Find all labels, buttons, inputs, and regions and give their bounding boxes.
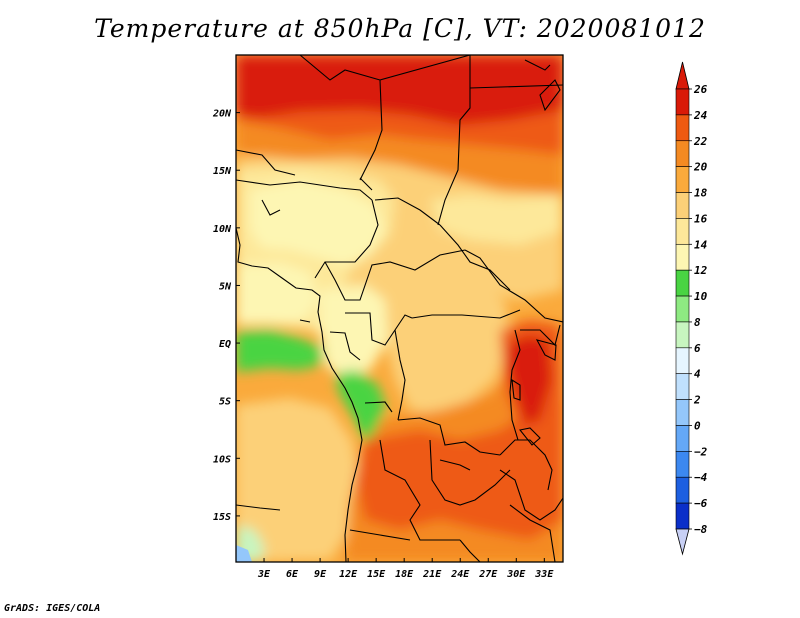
colorbar-box [675, 502, 690, 530]
colorbar-label: 18 [694, 187, 708, 200]
colorbar-box [675, 451, 690, 478]
band-over-26-rift [508, 335, 552, 425]
x-tick-label: 27E [478, 569, 498, 580]
x-tick-label: 21E [422, 569, 442, 580]
y-tick-label: EQ [219, 339, 231, 350]
y-tick-label: 5S [219, 397, 231, 408]
colorbar-label: −4 [694, 471, 708, 484]
y-tick-label: 20N [212, 109, 232, 120]
colorbar-label: 12 [694, 264, 708, 277]
colorbar-under-triangle [675, 528, 690, 556]
colorbar-box [675, 295, 690, 323]
colorbar-box [675, 321, 690, 349]
band-12-14-coast [335, 370, 385, 440]
y-tick-label: 15N [213, 166, 232, 177]
band-6-8-corner [236, 545, 252, 562]
colorbar-label: −2 [694, 445, 708, 458]
x-tick-label: 15E [367, 569, 386, 580]
colorbar-label: 22 [693, 135, 708, 148]
x-tick-label: 9E [314, 569, 327, 580]
y-tick-label: 5N [219, 281, 232, 292]
colorbar-box [675, 140, 690, 167]
x-axis: 3E 6E 9E 12E 15E 18E 21E 24E 27E 30E 33E [257, 558, 554, 580]
colorbar-label: 0 [694, 419, 701, 432]
colorbar-box [675, 425, 690, 452]
colorbar-label: 24 [693, 109, 708, 122]
colorbar-box [675, 166, 690, 193]
band-over-26-sahara [236, 55, 563, 125]
band-14-16-nigeria [250, 180, 385, 265]
chart-title: Temperature at 850hPa [C], VT: 202008101… [94, 14, 706, 43]
band-12-14-ocean [236, 330, 322, 372]
colorbar-label: −8 [694, 523, 708, 536]
colorbar-label: 8 [694, 316, 701, 329]
colorbar-label: 20 [693, 161, 708, 174]
grads-credit: GrADS: IGES/COLA [4, 603, 101, 614]
x-tick-label: 30E [506, 569, 526, 580]
colorbar-box [675, 269, 690, 297]
y-tick-label: 10N [213, 224, 232, 235]
colorbar-box [675, 88, 690, 116]
colorbar-label: 4 [694, 368, 701, 381]
y-tick-label: 15S [213, 512, 231, 523]
colorbar-label: 14 [694, 238, 708, 251]
colorbar-box [675, 218, 690, 245]
colorbar-box [675, 347, 690, 375]
colorbar-box [675, 192, 690, 219]
x-tick-label: 18E [395, 569, 414, 580]
borders [236, 55, 563, 562]
colorbar-label: 2 [693, 394, 701, 407]
colorbar-box [675, 373, 690, 400]
colorbar-label: 26 [693, 83, 708, 96]
temperature-field [236, 55, 563, 562]
x-tick-label: 3E [257, 569, 271, 580]
band-14-16-gabon [320, 285, 388, 380]
colorbar-over-triangle [675, 61, 690, 90]
colorbar-box [675, 399, 690, 426]
x-tick-label: 6E [286, 569, 299, 580]
x-tick-label: 24E [450, 569, 470, 580]
band-16-18-east [430, 195, 563, 245]
band-14-16-west [236, 262, 318, 325]
band-18-20-sw [236, 398, 360, 562]
plot-frame [235, 54, 564, 563]
band-24-26-southeast [355, 400, 563, 540]
colorbar-box [675, 114, 690, 142]
colorbar-box [675, 243, 690, 271]
y-tick-label: 10S [213, 454, 231, 465]
x-tick-label: 12E [339, 569, 358, 580]
y-axis: 20N 15N 10N 5N EQ 5S 10S 15S [212, 109, 240, 523]
colorbar-label: 6 [694, 342, 701, 355]
coastline-west [236, 227, 363, 562]
x-tick-label: 33E [534, 569, 554, 580]
colorbar-label: −6 [694, 497, 708, 510]
colorbar-label: 16 [694, 212, 708, 225]
colorbar-label: 10 [694, 290, 708, 303]
colorbar-box [675, 476, 690, 504]
